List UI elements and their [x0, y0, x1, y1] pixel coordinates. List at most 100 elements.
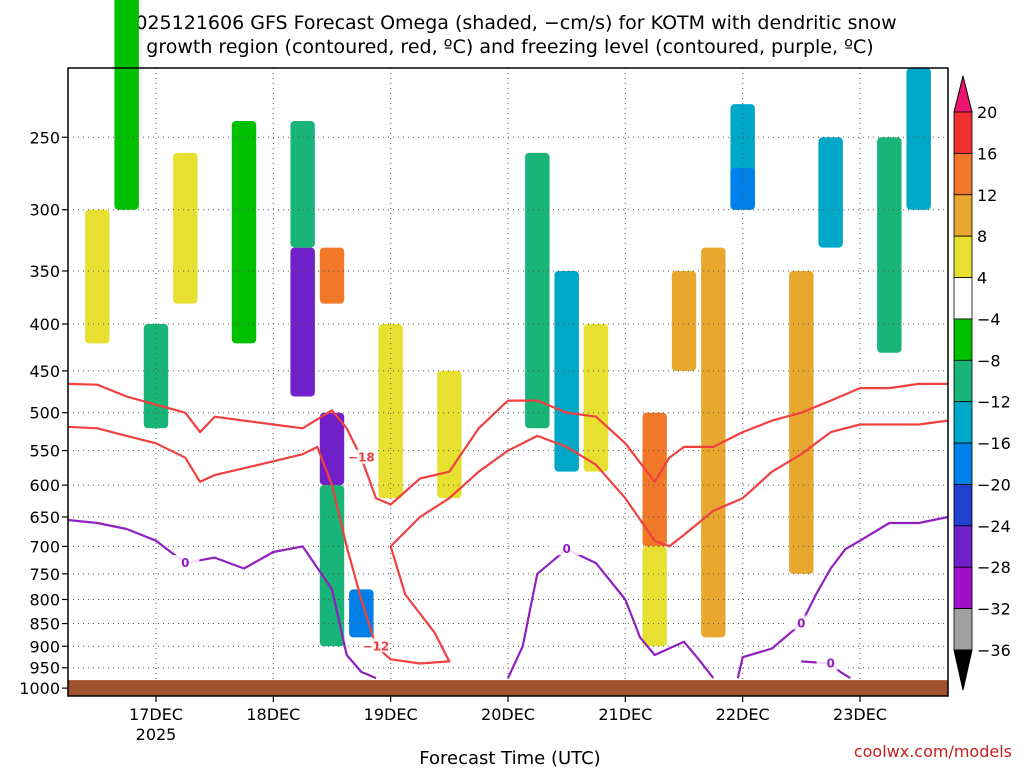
contour-label-bg — [552, 541, 581, 556]
contour-label-bg — [347, 449, 376, 464]
colorbar-label: 16 — [977, 144, 997, 163]
contour-line — [67, 518, 377, 680]
omega-cell — [554, 270, 579, 472]
contour-label: 0 — [181, 556, 189, 570]
contour-label: −18 — [348, 451, 375, 465]
y-tick-label: 700 — [29, 537, 60, 556]
x-tick-label: 22DEC — [716, 705, 770, 724]
omega-cell — [319, 247, 345, 304]
omega-cell — [877, 137, 902, 353]
x-tick-label: 19DEC — [364, 705, 418, 724]
contour-line — [507, 548, 715, 679]
colorbar-label: −4 — [977, 310, 1001, 329]
colorbar-label: 20 — [977, 103, 997, 122]
chart-title-line2: growth region (contoured, red, ºC) and f… — [146, 36, 873, 58]
colorbar-label: −16 — [977, 434, 1011, 453]
omega-cell — [143, 324, 169, 429]
omega-cell — [378, 324, 403, 499]
y-tick-label: 250 — [29, 128, 60, 147]
omega-cell — [349, 589, 374, 638]
x-tick-label: 23DEC — [833, 705, 887, 724]
colorbar-swatch — [953, 152, 973, 196]
y-tick-label: 900 — [29, 637, 60, 656]
ground-terrain — [68, 680, 948, 696]
omega-cell — [319, 485, 345, 647]
colorbar-swatch — [953, 484, 973, 527]
y-tick-label: 450 — [29, 362, 60, 381]
contour-label: 0 — [826, 657, 834, 671]
y-tick-label: 650 — [29, 508, 60, 527]
omega-cell — [85, 209, 110, 344]
colorbar-label: −12 — [977, 393, 1011, 412]
contour-line — [67, 382, 948, 506]
omega-cell — [319, 412, 345, 486]
plot-background — [68, 68, 948, 696]
y-tick-label: 750 — [29, 565, 60, 584]
omega-cell — [583, 324, 609, 472]
colorbar-swatch — [953, 194, 973, 237]
colorbar-label: −32 — [977, 600, 1011, 619]
colorbar-swatch — [953, 442, 973, 485]
y-tick-label: 500 — [29, 404, 60, 423]
omega-cell — [789, 270, 814, 574]
y-axis-ticks: 250 300 350 400 450 500 550 600 650 700 750 800 850 9… — [19, 128, 68, 698]
omega-cell — [114, 0, 139, 210]
y-tick-label: 350 — [29, 262, 60, 281]
chart-title-line1: 2025121606 GFS Forecast Omega (shaded, −… — [123, 12, 896, 34]
contour-label: −12 — [363, 639, 390, 653]
site-credit: coolwx.com/models — [854, 742, 1012, 761]
x-tick-label: 21DEC — [598, 705, 652, 724]
colorbar-label: −36 — [977, 641, 1011, 660]
contour-label: 0 — [562, 542, 570, 556]
x-tick-label: 17DEC — [129, 705, 183, 724]
colorbar-swatch — [953, 525, 973, 568]
contour-label-bg — [816, 655, 845, 670]
colorbar-swatch — [953, 566, 973, 610]
omega-cell — [290, 247, 315, 397]
colorbar: 20 16 12 8 4 −4 −8 −12 −16 −20 −24 −28 −32 −36 — [953, 75, 1011, 691]
y-tick-label: 950 — [29, 659, 60, 678]
omega-cell — [437, 370, 462, 499]
contour-label-bg — [171, 555, 200, 570]
omega-cell — [671, 270, 697, 371]
omega-cell — [642, 412, 667, 547]
y-tick-label: 550 — [29, 442, 60, 461]
colorbar-top-arrow — [953, 75, 973, 113]
x-tick-label: 18DEC — [246, 705, 300, 724]
x-tick-label: 20DEC — [481, 705, 535, 724]
colorbar-swatch — [953, 277, 973, 320]
colorbar-swatch — [953, 318, 973, 361]
colorbar-swatch — [953, 401, 973, 444]
colorbar-swatch — [953, 235, 973, 278]
omega-cell — [525, 152, 550, 429]
contour-line — [736, 515, 949, 679]
contour-line — [67, 419, 949, 665]
y-tick-label: 1000 — [19, 679, 60, 698]
x-tick-sublabel: 2025 — [136, 725, 177, 744]
omega-cell — [906, 68, 931, 210]
omega-cell — [173, 152, 198, 304]
contour-label: 0 — [797, 617, 805, 631]
omega-cell — [231, 121, 257, 344]
y-tick-label: 800 — [29, 590, 60, 609]
omega-cell — [818, 137, 843, 248]
y-tick-label: 850 — [29, 615, 60, 634]
omega-cell — [642, 546, 667, 647]
y-tick-label: 600 — [29, 476, 60, 495]
colorbar-label: 12 — [977, 186, 997, 205]
colorbar-bottom-arrow — [953, 649, 973, 691]
x-axis-label: Forecast Time (UTC) — [419, 748, 600, 768]
colorbar-swatch — [953, 608, 973, 651]
contour-label-bg — [787, 615, 816, 630]
omega-cell — [701, 247, 726, 638]
colorbar-label: −24 — [977, 517, 1011, 536]
colorbar-swatch — [953, 111, 973, 154]
colorbar-label: 4 — [977, 269, 987, 288]
colorbar-label: −8 — [977, 351, 1001, 370]
colorbar-label: −28 — [977, 558, 1011, 577]
colorbar-label: 8 — [977, 227, 987, 246]
contour-label-bg — [362, 638, 390, 653]
plot-area: −18 −12 0 0 0 0 — [67, 0, 949, 697]
